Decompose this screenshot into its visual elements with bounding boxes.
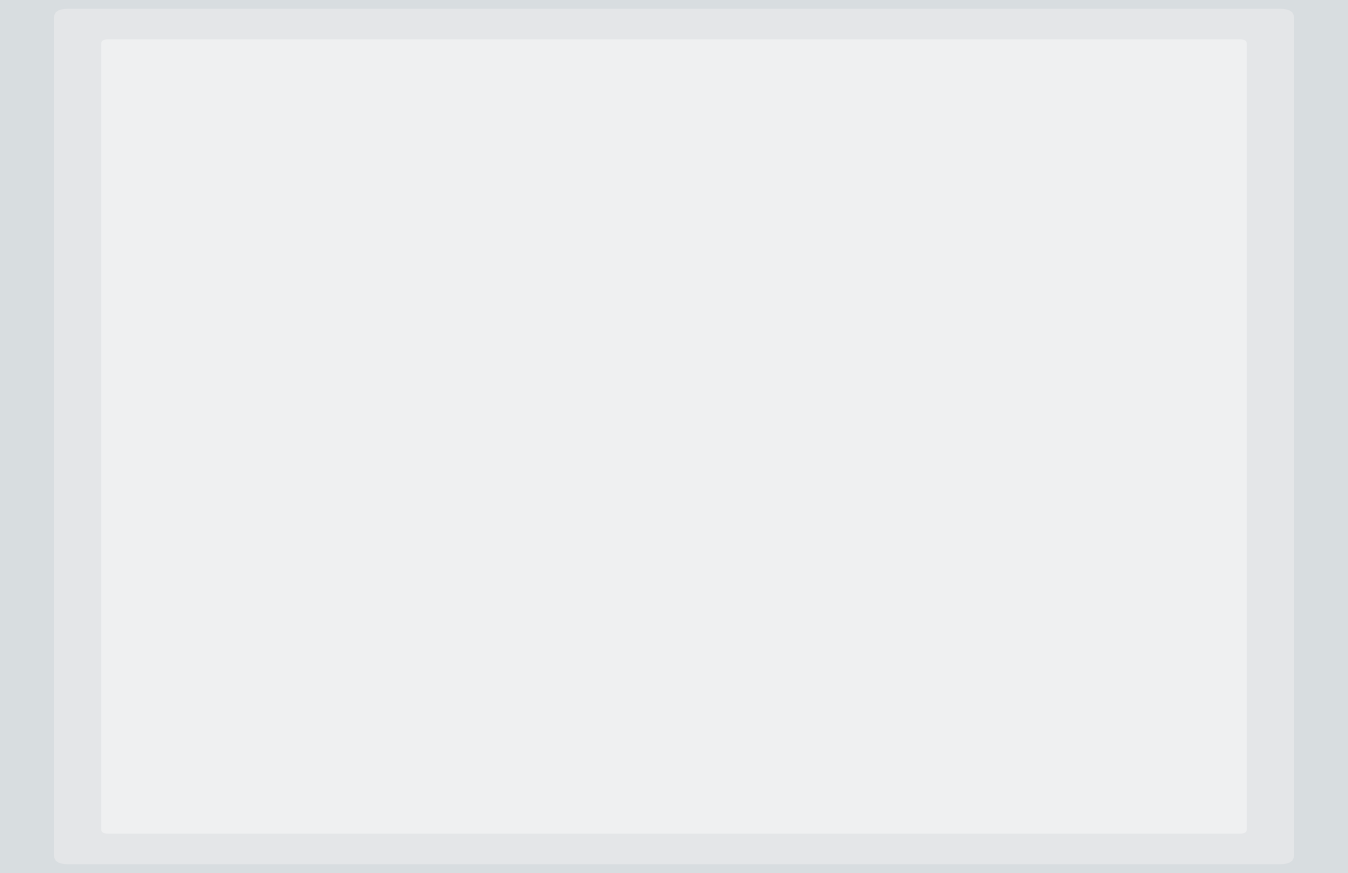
Text: atmosféricos: atmosféricos: [146, 469, 298, 489]
Text: senciolo: senciolo: [720, 682, 789, 704]
Text: que  se  encuen-: que se encuen-: [301, 217, 487, 237]
Text: como el calentamiento global.: como el calentamiento global.: [146, 595, 461, 615]
Text: otros fines, para hacer los: otros fines, para hacer los: [146, 427, 423, 447]
Bar: [917, 298, 922, 333]
Text: tran instaladas a lo largo del: tran instaladas a lo largo del: [146, 259, 443, 279]
Text: onu estable: onu estable: [700, 244, 782, 263]
Text: REVISTA DE DIVULGACIÓN CIENTÍFICA: REVISTA DE DIVULGACIÓN CIENTÍFICA: [599, 90, 1012, 108]
Bar: [856, 333, 865, 343]
Text: tos que registran son utilizados, entre: tos que registran son utilizados, entre: [146, 385, 541, 405]
Bar: [766, 333, 775, 343]
Circle shape: [900, 275, 919, 295]
Polygon shape: [720, 553, 869, 633]
Circle shape: [851, 608, 860, 618]
Bar: [874, 333, 883, 343]
Bar: [658, 333, 667, 343]
Text: metereológica: metereológica: [940, 430, 1120, 456]
Circle shape: [851, 568, 860, 578]
Bar: [748, 333, 758, 343]
Circle shape: [640, 301, 661, 321]
Text: y para estudiar las varia-: y para estudiar las varia-: [290, 469, 558, 489]
Text: pronósticos: pronósticos: [445, 426, 582, 448]
Text: onu: onu: [760, 185, 787, 201]
Bar: [630, 333, 930, 343]
Text: país y del mundo entero, inclu-: país y del mundo entero, inclu-: [146, 300, 469, 321]
Bar: [802, 333, 811, 343]
Circle shape: [930, 288, 950, 308]
Circle shape: [900, 301, 919, 321]
FancyBboxPatch shape: [768, 326, 822, 385]
Text: ep.loú: ep.loú: [700, 324, 744, 341]
Bar: [712, 333, 721, 343]
Text: seep: seep: [700, 184, 737, 202]
Text: , Colombia, Cultural Internacional, 2001, pp. 139-140.: , Colombia, Cultural Internacional, 2001…: [177, 733, 702, 753]
Polygon shape: [710, 413, 860, 553]
Circle shape: [670, 288, 690, 308]
Text: los años,  provocadas  por  fenómenos: los años, provocadas por fenómenos: [146, 553, 549, 574]
Bar: [892, 333, 900, 343]
Text: obixó: obixó: [700, 285, 739, 301]
Text: Jobnelua: Jobnelua: [650, 662, 723, 684]
Text: Pensamiento matemático 3: Pensamiento matemático 3: [431, 17, 643, 32]
Text: so en el espacio exterior; los da-: so en el espacio exterior; los da-: [146, 343, 485, 363]
Text: estaciones me-: estaciones me-: [305, 175, 483, 195]
Text: Estas mediciones se llevan: Estas mediciones se llevan: [146, 133, 426, 153]
Text: ciones en la temperatura a lo largo de: ciones en la temperatura a lo largo de: [146, 511, 545, 531]
Text: Fuente:: Fuente:: [146, 706, 229, 725]
Text: Fuentes, Alberto,: Fuentes, Alberto,: [220, 706, 399, 725]
Polygon shape: [710, 413, 860, 553]
Text: |: |: [421, 17, 425, 33]
Bar: [731, 333, 739, 343]
Bar: [675, 333, 685, 343]
Text: LA MATEMÁTICA: LA MATEMÁTICA: [381, 90, 559, 108]
Text: a cabo en las: a cabo en las: [146, 175, 290, 195]
Circle shape: [640, 275, 661, 295]
Bar: [790, 203, 798, 623]
Text: teorológicas: teorológicas: [146, 217, 291, 237]
Bar: [368, 90, 376, 108]
Circle shape: [731, 608, 740, 618]
Bar: [572, 96, 590, 101]
Bar: [295, 10, 301, 38]
Circle shape: [731, 568, 740, 578]
Text: to!: to!: [146, 733, 173, 753]
Text: estación: estación: [940, 401, 1046, 425]
Text: SECUNDARIA: SECUNDARIA: [307, 17, 419, 32]
Text: seep 2010: seep 2010: [749, 363, 824, 382]
Bar: [694, 333, 704, 343]
Bar: [785, 333, 793, 343]
Bar: [838, 333, 847, 343]
Bar: [656, 298, 662, 333]
Text: Jugando con la ciencia y ¡a construir el conocimien-: Jugando con la ciencia y ¡a construir el…: [415, 706, 919, 725]
Bar: [640, 333, 648, 343]
Bar: [910, 333, 919, 343]
Bar: [820, 333, 829, 343]
Text: ue supe eb loe: ue supe eb loe: [749, 703, 864, 724]
